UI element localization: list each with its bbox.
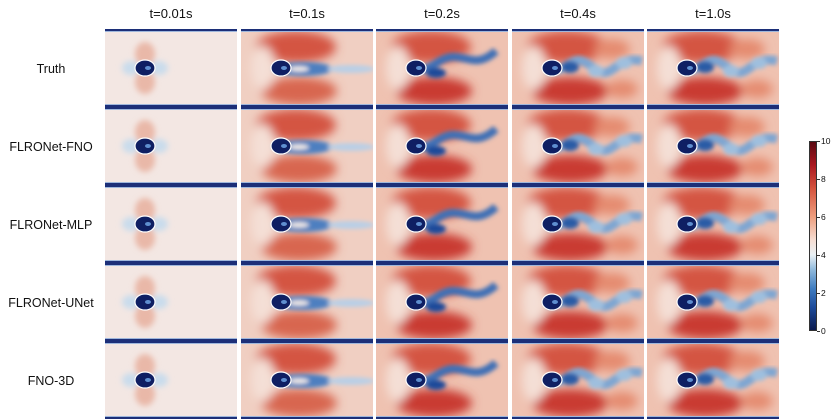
bottom-wall bbox=[105, 183, 237, 185]
top-wall bbox=[241, 185, 373, 187]
colorbar-tick-label: 8 bbox=[821, 174, 826, 184]
top-wall bbox=[241, 341, 373, 343]
panel-r3-c2 bbox=[241, 185, 373, 263]
top-wall bbox=[512, 263, 644, 265]
row-label-2: FLRONet-FNO bbox=[9, 140, 93, 154]
top-wall bbox=[241, 263, 373, 265]
panel-r1-c4 bbox=[512, 29, 644, 107]
colorbar-tick-label: 4 bbox=[821, 250, 826, 260]
top-wall bbox=[512, 341, 644, 343]
panel-r3-c1 bbox=[105, 185, 237, 263]
panel-r2-c5 bbox=[647, 107, 779, 185]
bottom-wall bbox=[647, 339, 779, 341]
panel-r3-c4 bbox=[512, 185, 644, 263]
bottom-wall bbox=[376, 105, 508, 107]
panel-r4-c5 bbox=[647, 263, 779, 341]
bottom-wall bbox=[512, 105, 644, 107]
top-wall bbox=[647, 185, 779, 187]
panel-r2-c3 bbox=[376, 107, 508, 185]
bottom-wall bbox=[512, 339, 644, 341]
colorbar-tick-label: 0 bbox=[821, 326, 826, 336]
top-wall bbox=[105, 29, 237, 31]
column-title-3: t=0.2s bbox=[424, 6, 460, 21]
bottom-wall bbox=[512, 417, 644, 419]
row-label-5: FNO-3D bbox=[27, 374, 75, 388]
bottom-wall bbox=[241, 261, 373, 263]
bottom-wall bbox=[376, 183, 508, 185]
top-wall bbox=[647, 263, 779, 265]
colorbar-tick-mark bbox=[817, 255, 820, 256]
bottom-wall bbox=[376, 417, 508, 419]
bottom-wall bbox=[241, 183, 373, 185]
colorbar-tick-label: 2 bbox=[821, 288, 826, 298]
panel-r5-c4 bbox=[512, 341, 644, 419]
top-wall bbox=[105, 341, 237, 343]
panel-r3-c5 bbox=[647, 185, 779, 263]
top-wall bbox=[241, 107, 373, 109]
column-title-2: t=0.1s bbox=[289, 6, 325, 21]
row-label-4: FLRONet-UNet bbox=[8, 296, 94, 310]
panel-r1-c3 bbox=[376, 29, 508, 107]
panel-r3-c3 bbox=[376, 185, 508, 263]
panel-r1-c2 bbox=[241, 29, 373, 107]
top-wall bbox=[376, 107, 508, 109]
top-wall bbox=[376, 341, 508, 343]
top-wall bbox=[647, 107, 779, 109]
panel-r5-c2 bbox=[241, 341, 373, 419]
top-wall bbox=[105, 107, 237, 109]
bottom-wall bbox=[241, 105, 373, 107]
top-wall bbox=[105, 263, 237, 265]
top-wall bbox=[241, 29, 373, 31]
panel-r2-c2 bbox=[241, 107, 373, 185]
panel-r2-c4 bbox=[512, 107, 644, 185]
panel-r4-c3 bbox=[376, 263, 508, 341]
row-label-1: Truth bbox=[36, 62, 66, 76]
panel-r2-c1 bbox=[105, 107, 237, 185]
panel-r1-c1 bbox=[105, 29, 237, 107]
top-wall bbox=[647, 341, 779, 343]
colorbar-tick-mark bbox=[817, 293, 820, 294]
colorbar-tick-label: 6 bbox=[821, 212, 826, 222]
colorbar-tick-mark bbox=[817, 217, 820, 218]
bottom-wall bbox=[647, 417, 779, 419]
colorbar-tick-mark bbox=[817, 331, 820, 332]
panel-r4-c2 bbox=[241, 263, 373, 341]
colorbar-tick-mark bbox=[817, 141, 820, 142]
bottom-wall bbox=[376, 339, 508, 341]
panel-r4-c4 bbox=[512, 263, 644, 341]
bottom-wall bbox=[647, 183, 779, 185]
bottom-wall bbox=[647, 105, 779, 107]
bottom-wall bbox=[105, 105, 237, 107]
bottom-wall bbox=[512, 261, 644, 263]
top-wall bbox=[376, 263, 508, 265]
bottom-wall bbox=[376, 261, 508, 263]
colorbar-tick-label: 10 bbox=[821, 136, 831, 146]
top-wall bbox=[647, 29, 779, 31]
bottom-wall bbox=[105, 261, 237, 263]
panel-r5-c3 bbox=[376, 341, 508, 419]
panel-r5-c5 bbox=[647, 341, 779, 419]
column-title-4: t=0.4s bbox=[560, 6, 596, 21]
row-label-3: FLRONet-MLP bbox=[9, 218, 93, 232]
panel-r5-c1 bbox=[105, 341, 237, 419]
bottom-wall bbox=[512, 183, 644, 185]
column-title-1: t=0.01s bbox=[149, 6, 193, 21]
colorbar bbox=[809, 141, 817, 331]
bottom-wall bbox=[241, 339, 373, 341]
bottom-wall bbox=[105, 339, 237, 341]
top-wall bbox=[105, 185, 237, 187]
top-wall bbox=[376, 185, 508, 187]
colorbar-tick-mark bbox=[817, 179, 820, 180]
panel-r1-c5 bbox=[647, 29, 779, 107]
top-wall bbox=[512, 29, 644, 31]
bottom-wall bbox=[241, 417, 373, 419]
top-wall bbox=[376, 29, 508, 31]
panel-r4-c1 bbox=[105, 263, 237, 341]
top-wall bbox=[512, 107, 644, 109]
bottom-wall bbox=[647, 261, 779, 263]
bottom-wall bbox=[105, 417, 237, 419]
top-wall bbox=[512, 185, 644, 187]
column-title-5: t=1.0s bbox=[695, 6, 731, 21]
